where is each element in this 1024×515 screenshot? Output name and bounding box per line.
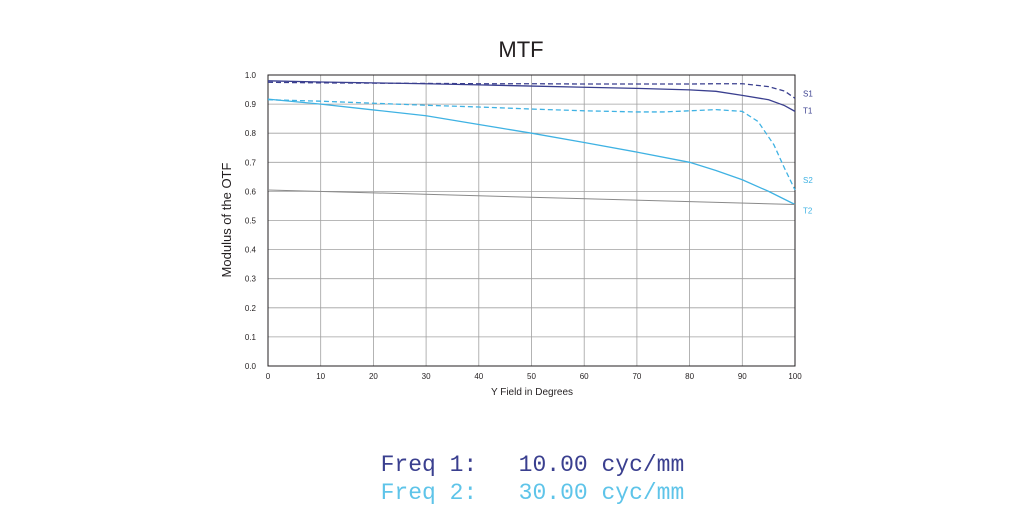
x-tick-label: 100 [788, 372, 802, 381]
x-tick-label: 80 [685, 372, 694, 381]
x-tick-label: 60 [580, 372, 589, 381]
y-tick-label: 0.8 [245, 129, 257, 138]
series-end-labels: S1 T1 S2 T2 [803, 89, 813, 215]
x-tick-label: 30 [422, 372, 431, 381]
y-axis-label: Modulus of the OTF [219, 163, 234, 278]
y-tick-label: 0.5 [245, 217, 257, 226]
y-tick-label: 0.6 [245, 187, 257, 196]
chart-grid [268, 75, 795, 366]
y-tick-label: 0.3 [245, 275, 257, 284]
freq-2-label: Freq 2: [380, 480, 478, 506]
chart-series [267, 80, 796, 206]
y-tick-label: 0.2 [245, 304, 257, 313]
freq-1-line: Freq 1: 10.00 cyc/mm [353, 426, 685, 478]
x-tick-label: 40 [474, 372, 483, 381]
x-tick-label: 10 [316, 372, 325, 381]
series-line-t1 [267, 80, 796, 112]
freq-2-line: Freq 2: 30.00 cyc/mm [353, 454, 685, 506]
reference-line [267, 189, 796, 205]
plot-border [267, 74, 796, 367]
freq-1-label: Freq 1: [380, 452, 478, 478]
y-tick-labels: 0.0 0.1 0.2 0.3 0.4 0.5 0.6 0.7 0.8 0.9 1.0 [245, 71, 257, 371]
series-label-t1: T1 [803, 106, 813, 115]
plot-frame [267, 74, 796, 367]
x-tick-labels: 0 10 20 30 40 50 60 70 80 90 100 [266, 372, 802, 381]
x-tick-label: 70 [632, 372, 641, 381]
freq-1-value: 10.00 cyc/mm [518, 452, 685, 478]
series-label-t2: T2 [803, 206, 813, 215]
y-tick-label: 0.4 [245, 246, 257, 255]
series-label-s1: S1 [803, 89, 813, 98]
x-tick-label: 20 [369, 372, 378, 381]
y-tick-label: 1.0 [245, 71, 257, 80]
series-line-s2 [267, 99, 796, 191]
x-axis-label: Y Field in Degrees [491, 387, 573, 398]
x-tick-label: 50 [527, 372, 536, 381]
series-label-s2: S2 [803, 176, 813, 185]
freq-2-value: 30.00 cyc/mm [518, 480, 685, 506]
y-tick-label: 0.7 [245, 158, 257, 167]
series-line-t2 [267, 98, 796, 206]
chart-title: MTF [498, 37, 543, 62]
y-tick-label: 0.9 [245, 100, 257, 109]
x-tick-label: 0 [266, 372, 271, 381]
x-tick-label: 90 [738, 372, 747, 381]
y-tick-label: 0.1 [245, 333, 257, 342]
y-tick-label: 0.0 [245, 362, 257, 371]
